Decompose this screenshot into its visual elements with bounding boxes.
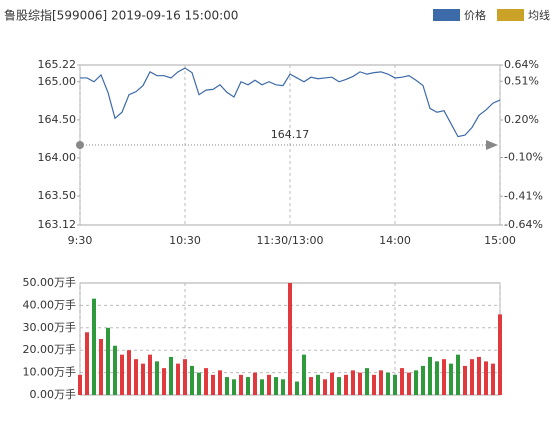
volume-bar <box>141 363 145 395</box>
y2-tick-label: 0.20% <box>504 113 539 126</box>
y2-tick-label: -0.41% <box>504 189 543 202</box>
volume-bar <box>204 368 208 395</box>
legend-label: 均线 <box>528 8 550 22</box>
volume-bar <box>260 379 264 395</box>
x-tick-label: 10:30 <box>169 234 201 247</box>
y-tick-label: 30.00万手 <box>23 320 77 334</box>
y2-tick-label: 0.51% <box>504 74 539 87</box>
volume-bar <box>211 374 215 395</box>
volume-bar <box>400 368 404 395</box>
x-tick-label: 14:00 <box>379 234 411 247</box>
volume-bar <box>470 359 474 395</box>
y-tick-label: 0.00万手 <box>30 387 77 401</box>
volume-bar <box>365 368 369 395</box>
volume-bar <box>379 370 383 395</box>
volume-bar <box>85 332 89 395</box>
volume-bar <box>127 350 131 395</box>
volume-bar <box>351 370 355 395</box>
volume-bar <box>218 370 222 395</box>
y-tick-label: 10.00万手 <box>23 365 77 379</box>
volume-bar <box>288 283 292 395</box>
volume-bar <box>463 365 467 395</box>
volume-bar <box>302 354 306 395</box>
volume-bar <box>386 372 390 395</box>
legend-swatch <box>433 9 460 21</box>
reference-label: 164.17 <box>271 128 310 141</box>
volume-bar <box>358 372 362 395</box>
volume-bar <box>393 374 397 395</box>
volume-bar <box>197 372 201 395</box>
volume-bar <box>162 368 166 395</box>
volume-bar <box>99 339 103 395</box>
volume-bar <box>449 363 453 395</box>
volume-bar <box>477 356 481 395</box>
volume-bar <box>246 377 250 395</box>
volume-bar <box>295 381 299 395</box>
volume-bar <box>176 363 180 395</box>
volume-bar <box>232 379 236 395</box>
volume-bar <box>253 372 257 395</box>
volume-bar <box>190 365 194 395</box>
volume-bar <box>309 377 313 395</box>
y-tick-label: 40.00万手 <box>23 297 77 311</box>
volume-bar <box>274 377 278 395</box>
volume-bar <box>491 363 495 395</box>
volume-bar <box>330 372 334 395</box>
y-tick-label: 50.00万手 <box>23 275 77 289</box>
x-tick-label: 11:30/13:00 <box>256 234 323 247</box>
volume-bar <box>428 356 432 395</box>
volume-bar <box>498 314 502 395</box>
volume-bar <box>414 370 418 395</box>
x-tick-label: 9:30 <box>68 234 93 247</box>
volume-bar <box>267 374 271 395</box>
volume-bar <box>337 377 341 395</box>
volume-bar <box>407 372 411 395</box>
reference-arrow <box>486 140 498 150</box>
volume-bar <box>323 379 327 395</box>
volume-bar <box>484 361 488 395</box>
volume-bar <box>344 374 348 395</box>
y-tick-label: 163.50 <box>38 189 77 202</box>
volume-bar <box>155 361 159 395</box>
volume-bar <box>442 359 446 395</box>
volume-bar <box>316 374 320 395</box>
legend-label: 价格 <box>464 8 486 22</box>
volume-bar <box>372 374 376 395</box>
x-tick-label: 15:00 <box>484 234 516 247</box>
volume-bar <box>92 298 96 395</box>
volume-bar <box>113 345 117 395</box>
volume-bar <box>134 359 138 395</box>
y2-tick-label: -0.10% <box>504 151 543 164</box>
y-tick-label: 165.22 <box>38 58 77 71</box>
volume-bar <box>120 354 124 395</box>
volume-bar <box>281 379 285 395</box>
volume-bar <box>421 365 425 395</box>
volume-bar <box>435 361 439 395</box>
volume-bar <box>106 327 110 395</box>
chart-title: 鲁股综指[599006] 2019-09-16 15:00:00 <box>4 8 238 23</box>
reference-marker <box>76 141 84 149</box>
volume-bar <box>183 359 187 395</box>
y-tick-label: 163.12 <box>38 218 77 231</box>
y-tick-label: 165.00 <box>38 75 77 88</box>
volume-bar <box>456 354 460 395</box>
volume-bar <box>239 374 243 395</box>
volume-bar <box>78 374 82 395</box>
volume-bar <box>225 377 229 395</box>
legend-swatch <box>497 9 524 21</box>
y2-tick-label: 0.64% <box>504 58 539 71</box>
y-tick-label: 164.50 <box>38 113 77 126</box>
price-line <box>80 67 501 138</box>
y2-tick-label: -0.64% <box>504 218 543 231</box>
y-tick-label: 164.00 <box>38 151 77 164</box>
volume-bar <box>169 356 173 395</box>
y-tick-label: 20.00万手 <box>23 342 77 356</box>
volume-bar <box>148 354 152 395</box>
